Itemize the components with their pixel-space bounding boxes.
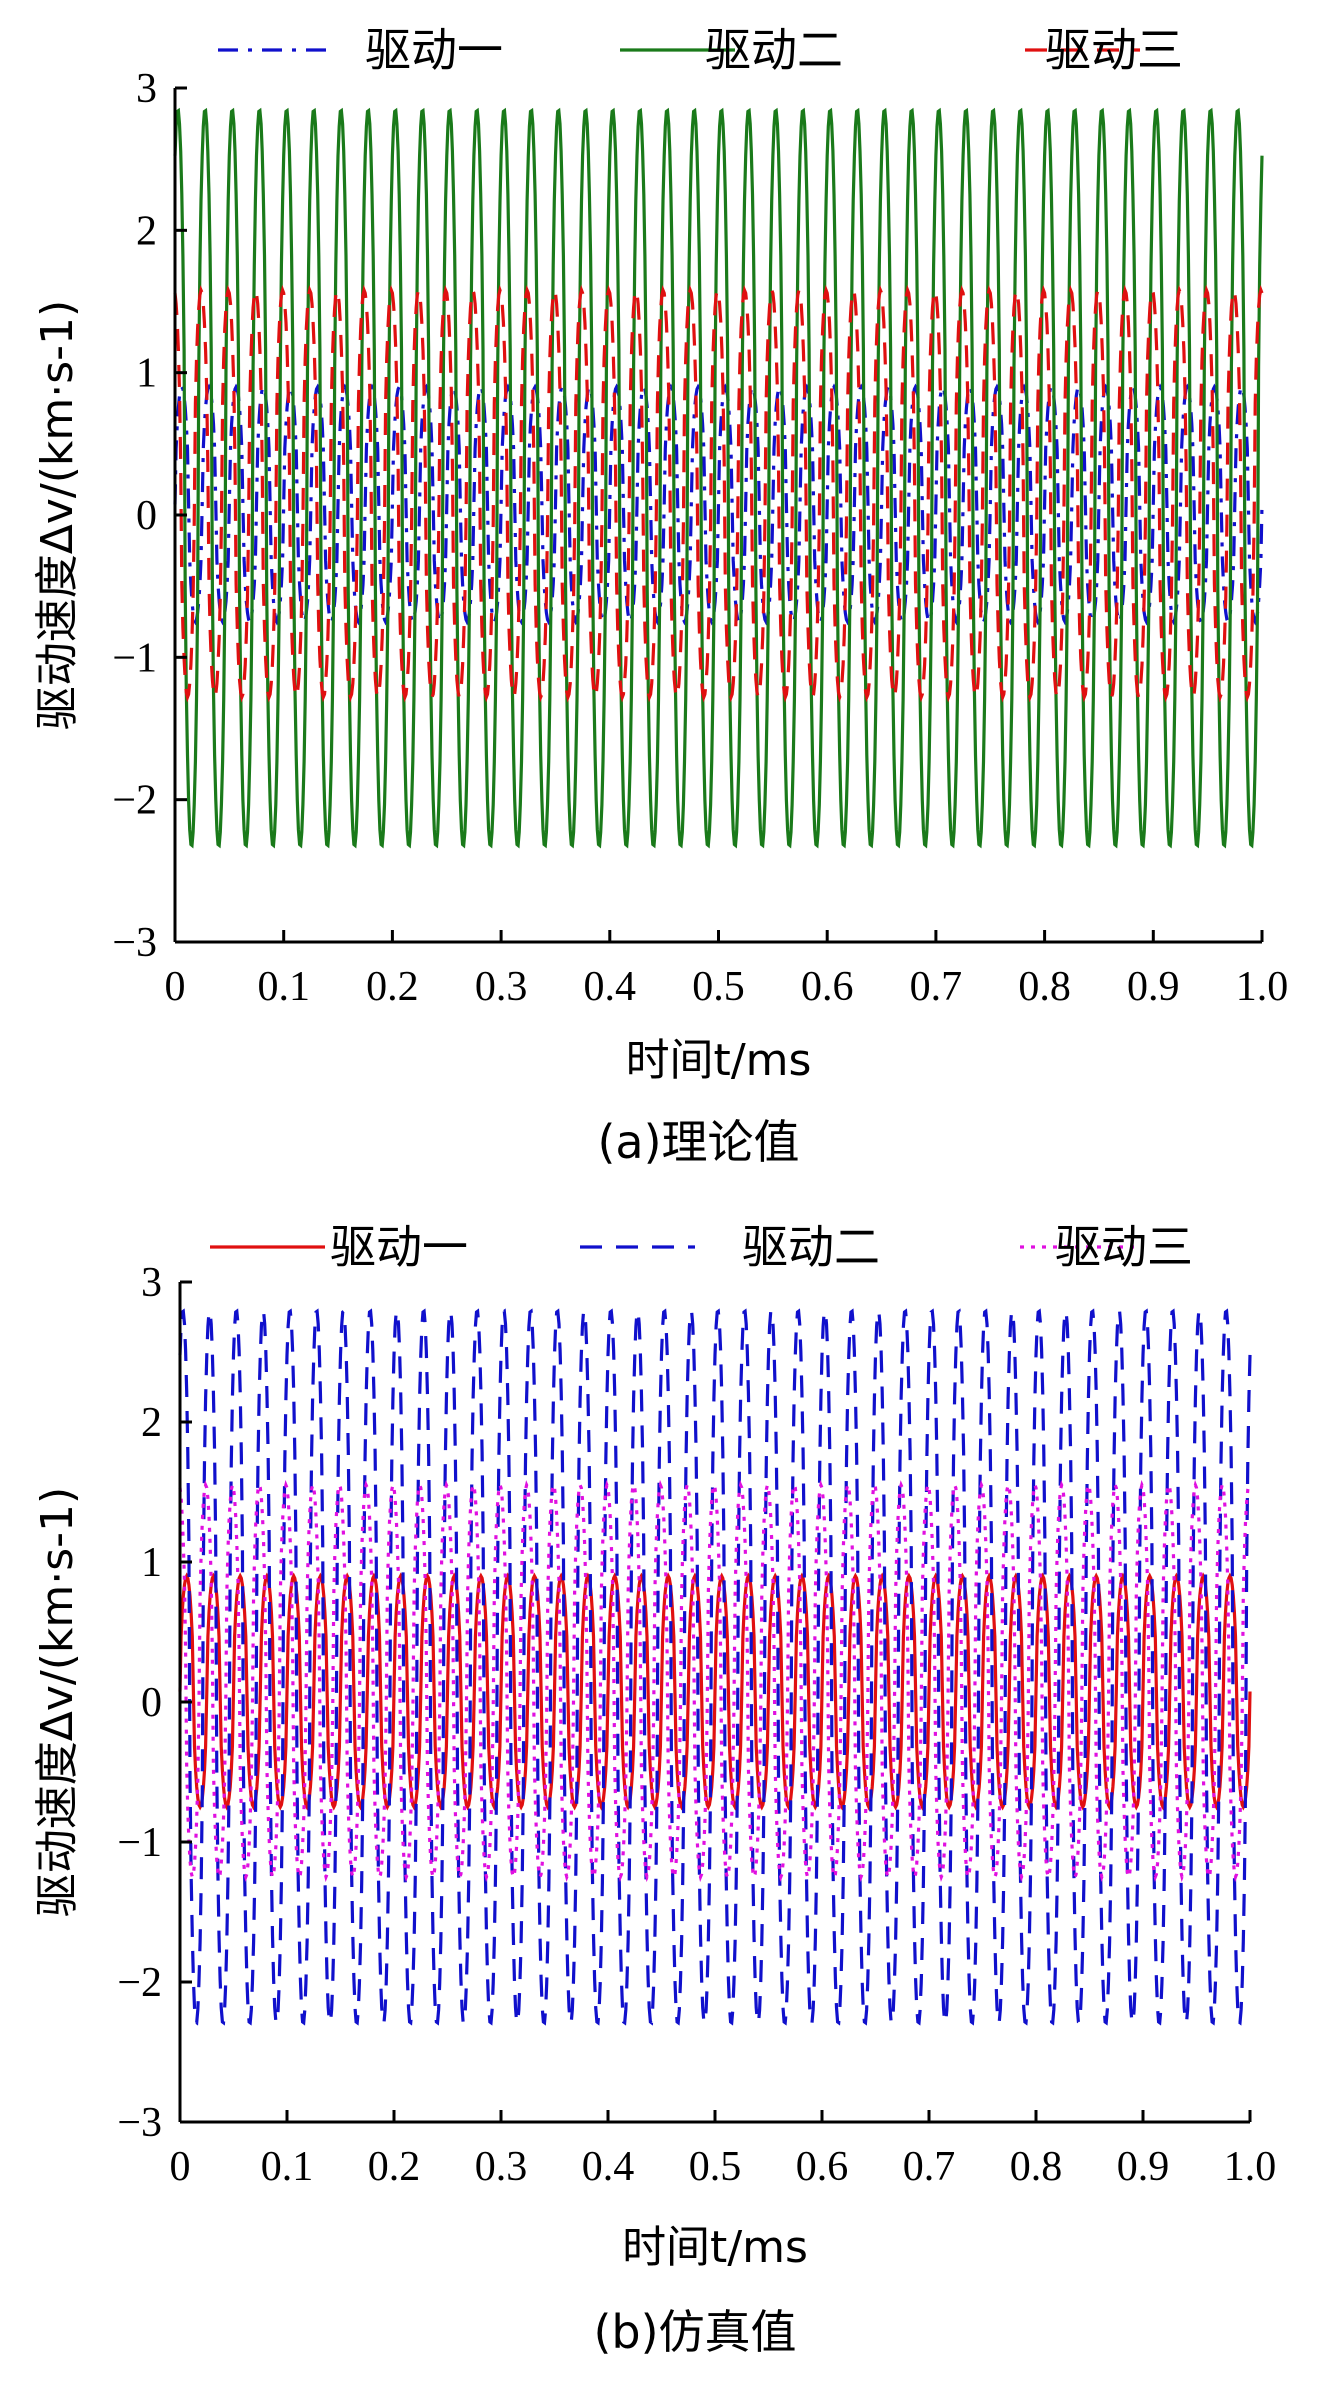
y-tick-label: 2 — [136, 208, 157, 254]
panel-caption: (a)理论值 — [597, 1115, 799, 1169]
y-tick-label: 3 — [136, 66, 157, 112]
x-tick-label: 0.8 — [1010, 2144, 1063, 2190]
series-line-1 — [178, 1572, 1252, 1811]
legend-label-3: 驱动三 — [1045, 23, 1183, 77]
x-tick-label: 0.1 — [261, 2144, 314, 2190]
x-tick-label: 0 — [165, 964, 186, 1010]
y-tick-label: 0 — [141, 1680, 162, 1726]
x-tick-label: 0.5 — [689, 2144, 742, 2190]
x-tick-label: 0.6 — [801, 964, 854, 1010]
y-tick-label: 0 — [136, 493, 157, 539]
y-tick-label: −1 — [117, 1820, 162, 1866]
x-tick-label: 1.0 — [1224, 2144, 1277, 2190]
y-axis-label: 驱动速度Δv/(km·s-1) — [32, 1487, 83, 1917]
x-tick-label: 1.0 — [1236, 964, 1289, 1010]
series-line-3 — [173, 284, 1264, 703]
y-tick-label: 2 — [141, 1400, 162, 1446]
y-tick-label: 1 — [141, 1540, 162, 1586]
x-tick-label: 0.2 — [368, 2144, 421, 2190]
series-line-3 — [178, 1479, 1252, 1883]
y-tick-label: −1 — [112, 635, 157, 681]
legend-label-3: 驱动三 — [1055, 1220, 1193, 1274]
series-line-2 — [173, 107, 1264, 849]
legend-label-1: 驱动一 — [365, 23, 503, 77]
y-tick-label: −3 — [112, 920, 157, 966]
y-tick-label: −2 — [117, 1960, 162, 2006]
series-line-1 — [173, 383, 1264, 626]
x-tick-label: 0.7 — [910, 964, 963, 1010]
y-tick-label: 3 — [141, 1260, 162, 1306]
panel-caption: (b)仿真值 — [593, 2305, 796, 2359]
x-tick-label: 0.3 — [475, 2144, 528, 2190]
x-tick-label: 0.7 — [903, 2144, 956, 2190]
x-tick-label: 0.6 — [796, 2144, 849, 2190]
x-tick-label: 0.4 — [584, 964, 637, 1010]
x-axis-label: 时间t/ms — [622, 2222, 808, 2273]
x-tick-label: 0.3 — [475, 964, 528, 1010]
y-axis-label: 驱动速度Δv/(km·s-1) — [32, 300, 83, 730]
x-tick-label: 0.4 — [582, 2144, 635, 2190]
panel-b: 0 0.1 0.2 0.3 0.4 0.5 0.6 0.7 0.8 0.9 1.0 3 2 1 0 −1 −2 −… — [32, 1220, 1276, 2359]
x-tick-label: 0.5 — [692, 964, 745, 1010]
y-tick-label: −2 — [112, 778, 157, 824]
y-tick-label: 1 — [136, 351, 157, 397]
x-tick-label: 0.9 — [1117, 2144, 1170, 2190]
x-tick-label: 0.1 — [257, 964, 310, 1010]
x-tick-label: 0.2 — [366, 964, 419, 1010]
legend-label-1: 驱动一 — [330, 1220, 468, 1274]
legend-label-2: 驱动二 — [705, 23, 843, 77]
y-tick-label: −3 — [117, 2100, 162, 2146]
x-tick-label: 0.8 — [1018, 964, 1071, 1010]
x-axis-label: 时间t/ms — [626, 1035, 812, 1086]
series-line-2 — [178, 1308, 1252, 2026]
x-tick-label: 0.9 — [1127, 964, 1180, 1010]
legend-label-2: 驱动二 — [742, 1220, 880, 1274]
panel-a: 0 0.1 0.2 0.3 0.4 0.5 0.6 0.7 0.8 0.9 1.0 3 2 1 0 −1 −2 −… — [32, 23, 1288, 1169]
x-tick-label: 0 — [170, 2144, 191, 2190]
